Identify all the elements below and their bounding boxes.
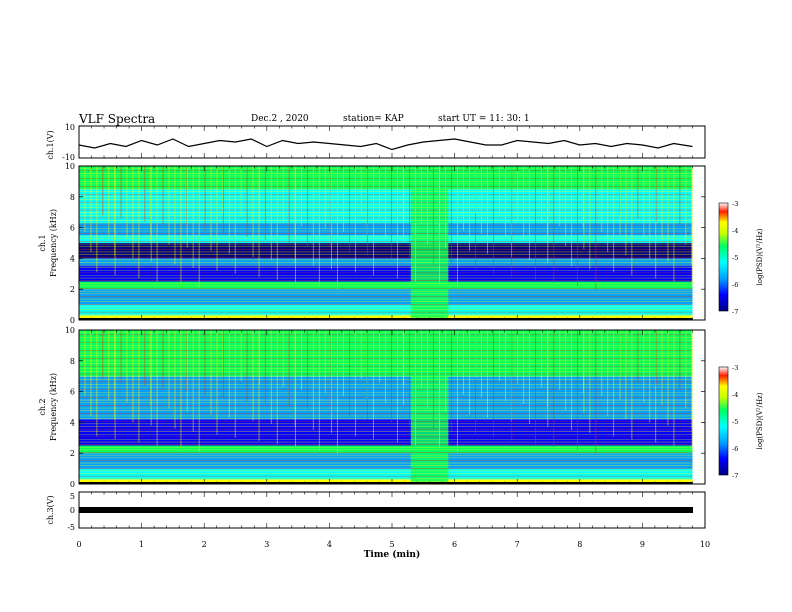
colorbar-tick-label: -4 xyxy=(732,227,738,235)
ch1-ytick-bottom: -10 xyxy=(62,153,75,162)
freq-ytick-label: 4 xyxy=(70,254,75,263)
time-xtick-label: 2 xyxy=(202,540,207,549)
spectrogram-band xyxy=(79,281,705,290)
colorbar-tick-label: -3 xyxy=(732,364,738,372)
ch1-spectrogram-image xyxy=(78,166,705,321)
ch1-yticks: 0 2 4 6 8 10 xyxy=(65,162,705,325)
freq-ytick-label: 4 xyxy=(70,418,75,427)
spectrogram-band xyxy=(79,419,705,431)
ch1-spectrogram-panel: 0 2 4 6 8 10 ch.1 Frequency (kHz) xyxy=(38,162,706,325)
ch1-ytick-top: 10 xyxy=(65,123,75,132)
panel-tick-marks xyxy=(78,126,706,528)
colorbar-tick-label: -5 xyxy=(732,254,738,262)
colorbar-ch1-label: log(PSD)(V²/Hz) xyxy=(756,228,764,285)
spectrogram-band xyxy=(79,266,705,282)
spectrogram-band xyxy=(79,189,705,213)
colorbar-ch2: -3 -4 -5 -6 -7 log(PSD)(V²/Hz) xyxy=(718,364,764,480)
spectrogram-nodata xyxy=(692,166,705,320)
spectrogram-band xyxy=(79,304,705,316)
colorbar-ch2-gradient xyxy=(718,366,729,476)
colorbar-ch1-gradient xyxy=(718,202,729,312)
colorbar-tick-label: -7 xyxy=(732,472,738,480)
colorbar-tick-label: -3 xyxy=(732,200,738,208)
ch1-waveform-panel: 10 -10 ch.1(V) xyxy=(46,123,706,162)
time-xtick-label: 5 xyxy=(389,540,394,549)
spectrogram-band xyxy=(79,468,705,480)
time-xtick-label: 8 xyxy=(577,540,582,549)
time-xtick-label: 3 xyxy=(264,540,269,549)
date-label: Dec.2 , 2020 xyxy=(251,114,309,124)
ch3-waveform-panel: 5 0 -5 ch.3(V) 0 1 2 3 4 5 6 7 8 9 10 Time (min) xyxy=(46,491,710,560)
time-xtick-label: 1 xyxy=(139,540,144,549)
colorbar-ch1: -3 -4 -5 -6 -7 log(PSD)(V²/Hz) xyxy=(718,200,764,316)
ch2-ylabel-frequency: Frequency (kHz) xyxy=(49,373,58,441)
freq-ytick-label: 6 xyxy=(70,224,75,233)
freq-ytick-label: 6 xyxy=(70,388,75,397)
spectrogram-band xyxy=(79,235,705,243)
ch3-waveform-series xyxy=(79,507,693,513)
ch1-ylabel-channel: ch.1 xyxy=(38,234,47,251)
ch1-waveform-series xyxy=(78,138,693,151)
colorbar-ch2-ticks: -3 -4 -5 -6 -7 xyxy=(732,364,738,480)
time-xtick-label: 7 xyxy=(515,540,520,549)
time-xlabel: Time (min) xyxy=(364,549,421,560)
time-xticks: 0 1 2 3 4 5 6 7 8 9 10 xyxy=(76,540,710,549)
spectrogram-band xyxy=(79,289,705,305)
time-xtick-label: 4 xyxy=(327,540,332,549)
colorbar-tick-label: -6 xyxy=(732,445,738,453)
ch3-ytick-5: 5 xyxy=(70,492,75,501)
freq-ytick-label: 10 xyxy=(65,326,75,335)
start-time-label: start UT = 11: 30: 1 xyxy=(438,114,530,124)
freq-ytick-label: 0 xyxy=(70,480,75,489)
ch2-yticks: 0 2 4 6 8 10 xyxy=(65,326,705,489)
ch1-ylabel-frequency: Frequency (kHz) xyxy=(49,209,58,277)
time-xtick-label: 10 xyxy=(700,540,710,549)
ch2-spectrogram-panel: 0 2 4 6 8 10 ch.2 Frequency (kHz) xyxy=(38,326,706,489)
spectrogram-baseline xyxy=(79,482,693,484)
freq-ytick-label: 2 xyxy=(70,449,75,458)
spectrogram-band xyxy=(79,399,705,420)
time-xtick-label: 9 xyxy=(640,540,645,549)
chart-title: VLF Spectra xyxy=(79,112,156,126)
spectrogram-band xyxy=(79,445,705,454)
colorbar-tick-label: -7 xyxy=(732,308,738,316)
ch2-ylabel-channel: ch.2 xyxy=(38,398,47,415)
colorbar-tick-label: -6 xyxy=(732,281,738,289)
spectrogram-nodata xyxy=(692,330,705,484)
ch3-ytick-0: 0 xyxy=(70,506,75,515)
time-xtick-label: 0 xyxy=(76,540,81,549)
colorbar-tick-label: -4 xyxy=(732,391,738,399)
spectrogram-band xyxy=(79,376,705,400)
freq-ytick-label: 8 xyxy=(70,193,75,202)
freq-ytick-label: 2 xyxy=(70,285,75,294)
ch2-spectrogram-image xyxy=(78,330,705,485)
station-label: station= KAP xyxy=(343,114,404,124)
freq-ytick-label: 10 xyxy=(65,162,75,171)
colorbar-ch2-label: log(PSD)(V²/Hz) xyxy=(756,392,764,449)
spectrogram-band xyxy=(79,430,705,446)
spectrogram-band xyxy=(79,212,705,223)
ch3-ylabel: ch.3(V) xyxy=(46,495,55,524)
spectrogram-band xyxy=(79,243,705,259)
ch3-ytick-minus5: -5 xyxy=(67,523,75,532)
time-xtick-label: 6 xyxy=(452,540,457,549)
spectrogram-baseline xyxy=(79,318,693,320)
colorbar-tick-label: -5 xyxy=(732,418,738,426)
ch1-ylabel: ch.1(V) xyxy=(46,130,55,159)
ch1-waveform-frame xyxy=(78,125,706,159)
colorbar-ch1-ticks: -3 -4 -5 -6 -7 xyxy=(732,200,738,316)
freq-ytick-label: 8 xyxy=(70,357,75,366)
freq-ytick-label: 0 xyxy=(70,316,75,325)
spectrogram-band xyxy=(79,453,705,469)
